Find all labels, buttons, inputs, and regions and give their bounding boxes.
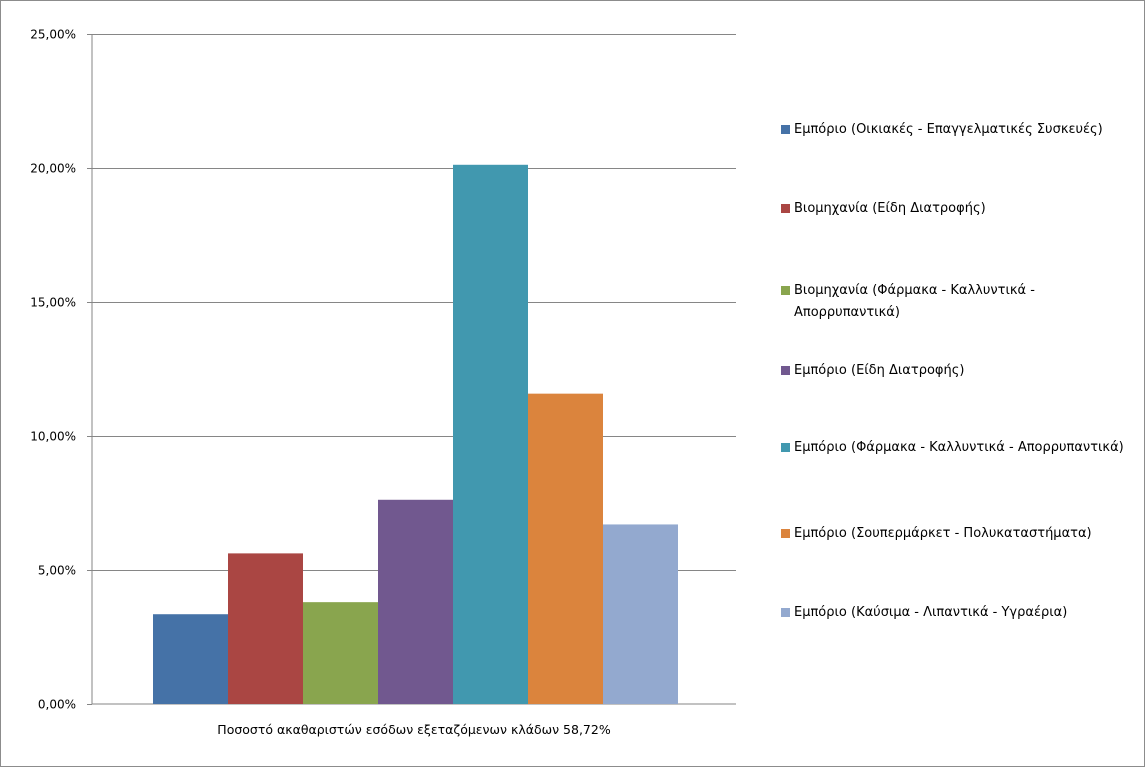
legend-label: Εμπόριο (Είδη Διατροφής) (794, 363, 965, 378)
bar (378, 499, 453, 704)
legend-label: Εμπόριο (Σουπερμάρκετ - Πολυκαταστήματα) (794, 526, 1092, 541)
legend-label: Βιομηχανία (Είδη Διατροφής) (794, 201, 986, 216)
legend-swatch (781, 529, 790, 538)
legend-label: Εμπόριο (Φάρμακα - Καλλυντικά - Απορρυπα… (794, 440, 1124, 455)
legend-label: Βιομηχανία (Φάρμακα - Καλλυντικά - Απορρ… (794, 283, 1035, 320)
y-tick-label: 20,00% (30, 162, 76, 176)
bar (603, 524, 678, 704)
gridlines (92, 34, 736, 571)
y-tick-labels: 0,00% 5,00% 10,00% 15,00% 20,00% 25,00% (30, 28, 92, 712)
bar (528, 393, 603, 704)
legend-item: Εμπόριο (Οικιακές - Επαγγελματικές Συσκε… (781, 119, 1134, 141)
y-tick-label: 0,00% (38, 698, 76, 712)
bars (153, 164, 678, 704)
y-tick-label: 10,00% (30, 430, 76, 444)
legend-label: Εμπόριο (Καύσιμα - Λιπαντικά - Υγραέρια) (794, 605, 1068, 620)
legend-item: Εμπόριο (Καύσιμα - Λιπαντικά - Υγραέρια) (781, 602, 1134, 624)
legend-label: Εμπόριο (Οικιακές - Επαγγελματικές Συσκε… (794, 122, 1103, 137)
legend-item: Εμπόριο (Είδη Διατροφής) (781, 360, 1134, 382)
legend-swatch (781, 286, 790, 295)
legend-swatch (781, 443, 790, 452)
legend-item: Εμπόριο (Φάρμακα - Καλλυντικά - Απορρυπα… (781, 437, 1134, 459)
bar (303, 602, 378, 704)
y-tick-label: 5,00% (38, 564, 76, 578)
x-category-label: Ποσοστό ακαθαριστών εσόδων εξεταζόμενων … (217, 722, 611, 737)
legend-swatch (781, 608, 790, 617)
y-tick-label: 15,00% (30, 296, 76, 310)
legend-item: Βιομηχανία (Είδη Διατροφής) (781, 198, 1134, 220)
bar (453, 164, 528, 704)
legend-item: Εμπόριο (Σουπερμάρκετ - Πολυκαταστήματα) (781, 523, 1134, 545)
bar (228, 553, 303, 704)
legend-swatch (781, 204, 790, 213)
legend-swatch (781, 366, 790, 375)
legend-item: Βιομηχανία (Φάρμακα - Καλλυντικά - Απορρ… (781, 280, 1134, 324)
y-tick-label: 25,00% (30, 28, 76, 42)
legend-swatch (781, 125, 790, 134)
bar (153, 614, 228, 704)
